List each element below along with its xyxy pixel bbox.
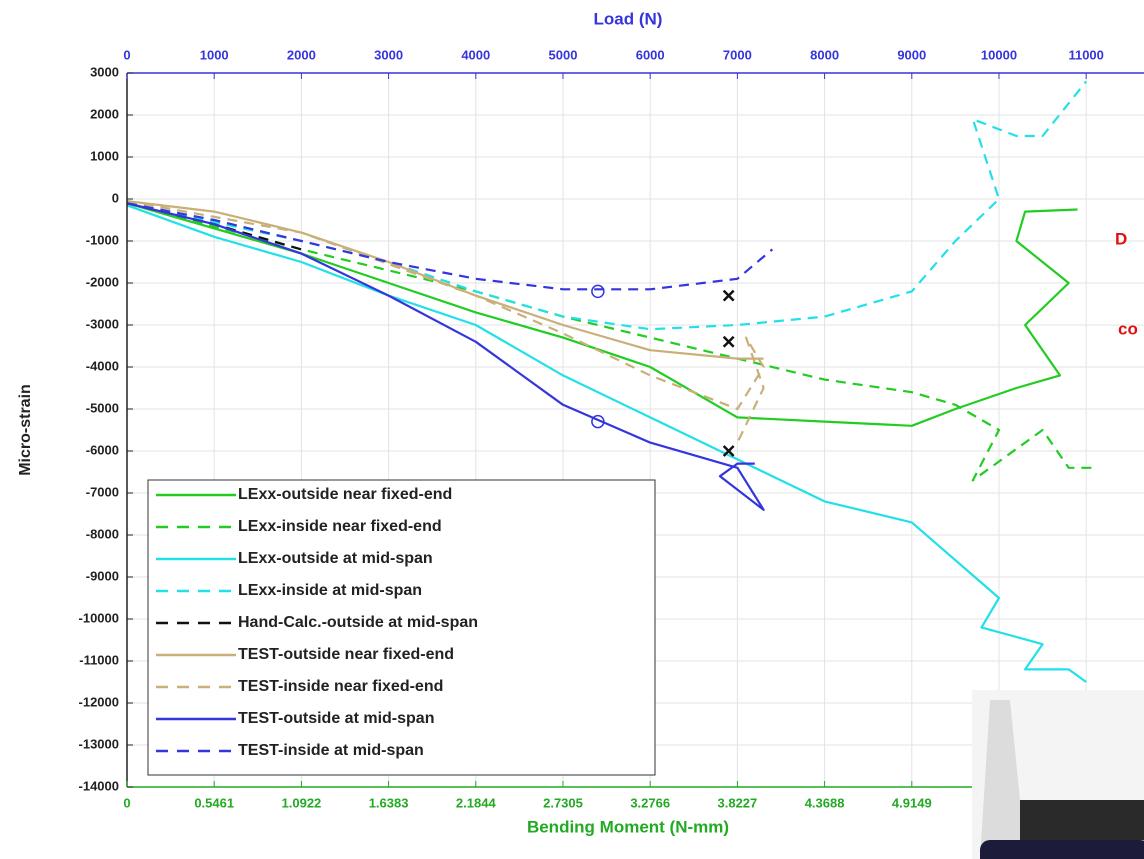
x2-tick-label: 1.6383 — [369, 795, 409, 810]
legend-label: Hand-Calc.-outside at mid-span — [238, 614, 478, 631]
series-line — [127, 200, 765, 444]
y-tick-label: -9000 — [86, 568, 119, 583]
series-line — [127, 80, 1088, 331]
y-tick-label: 2000 — [90, 106, 119, 121]
bottom-axis-label: Bending Moment (N-mm) — [527, 817, 729, 836]
top-axis-label: Load (N) — [594, 9, 663, 28]
x2-tick-label: 4.3688 — [805, 795, 845, 810]
y-tick-label: -6000 — [86, 442, 119, 457]
x-tick-label: 8000 — [810, 47, 839, 62]
legend-label: LExx-outside at mid-span — [238, 550, 433, 567]
marker — [722, 445, 735, 457]
marker — [591, 284, 605, 299]
y-tick-label: -12000 — [79, 694, 119, 709]
y-tick-label: -10000 — [79, 610, 119, 625]
y-tick-label: 0 — [112, 190, 119, 205]
series-line — [127, 202, 1078, 427]
x2-tick-label: 0.5461 — [194, 795, 234, 810]
y-tick-label: 1000 — [90, 148, 119, 163]
legend: LExx-outside near fixed-end LExx-inside n… — [147, 479, 656, 776]
x-tick-label: 7000 — [723, 47, 752, 62]
x-tick-label: 9000 — [897, 47, 926, 62]
series-line — [127, 204, 1087, 683]
y-tick-label: -3000 — [86, 316, 119, 331]
x-tick-label: 6000 — [636, 47, 665, 62]
series-line — [127, 202, 1095, 482]
legend-label: TEST-outside near fixed-end — [238, 646, 454, 663]
y-tick-label: -8000 — [86, 526, 119, 541]
x-tick-label: 5000 — [549, 47, 578, 62]
legend-label: TEST-inside near fixed-end — [238, 678, 443, 695]
x2-tick-label: 1.0922 — [282, 795, 322, 810]
x2-tick-label: 2.7305 — [543, 795, 583, 810]
photo-frame — [980, 840, 1144, 859]
y-tick-label: 3000 — [90, 64, 119, 79]
x2-tick-label: 4.9149 — [892, 795, 932, 810]
legend-label: TEST-outside at mid-span — [238, 710, 434, 727]
x-tick-label: 4000 — [461, 47, 490, 62]
y-tick-label: -2000 — [86, 274, 119, 289]
legend-label: TEST-inside at mid-span — [238, 742, 424, 759]
series-lines — [127, 80, 1095, 683]
y-tick-label: -14000 — [79, 778, 119, 793]
marker — [722, 289, 735, 302]
y-tick-label: -4000 — [86, 358, 119, 373]
annotation: co — [1118, 319, 1138, 338]
y-tick-label: -11000 — [79, 652, 119, 667]
y-tick-label: -7000 — [86, 484, 119, 499]
legend-label: LExx-outside near fixed-end — [238, 486, 452, 503]
x2-tick-label: 3.2766 — [630, 795, 670, 810]
marker — [591, 414, 605, 429]
x-tick-label: 11000 — [1068, 47, 1103, 62]
y-tick-label: -1000 — [86, 232, 119, 247]
x2-tick-label: 3.8227 — [718, 795, 758, 810]
marker — [722, 335, 735, 348]
annotation: D — [1115, 229, 1127, 248]
x2-tick-label: 0 — [123, 795, 130, 810]
y-tick-label: -13000 — [79, 736, 119, 751]
x-tick-label: 2000 — [287, 47, 316, 62]
x-tick-label: 10000 — [981, 47, 1017, 62]
photo-inset — [972, 690, 1144, 859]
photo-part — [1020, 800, 1144, 840]
x-tick-label: 1000 — [200, 47, 229, 62]
legend-label: LExx-inside near fixed-end — [238, 518, 442, 535]
series-line — [127, 202, 765, 511]
x-tick-label: 3000 — [374, 47, 403, 62]
legend-label: LExx-inside at mid-span — [238, 582, 422, 599]
legend-box — [147, 479, 656, 776]
x-tick-label: 0 — [123, 47, 130, 62]
y-axis-label: Micro-strain — [17, 384, 34, 476]
x2-tick-label: 2.1844 — [456, 795, 497, 810]
y-tick-label: -5000 — [86, 400, 119, 415]
